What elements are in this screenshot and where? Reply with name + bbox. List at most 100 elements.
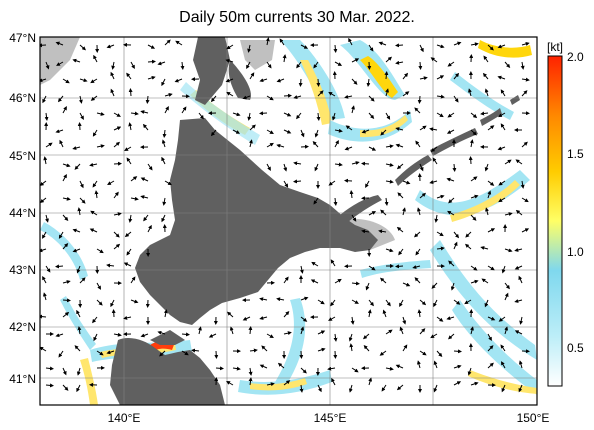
current-vector xyxy=(45,61,50,70)
current-vector xyxy=(430,333,438,339)
current-vector xyxy=(448,197,455,204)
current-vector xyxy=(395,264,404,269)
current-vector xyxy=(453,241,458,250)
current-vector xyxy=(446,129,455,134)
current-vector xyxy=(351,367,359,373)
current-vector xyxy=(316,112,321,121)
current-vector xyxy=(380,129,387,136)
current-vector xyxy=(215,366,224,371)
current-vector xyxy=(312,141,319,148)
current-vector xyxy=(62,106,67,114)
current-vector xyxy=(504,248,513,253)
current-vector xyxy=(446,316,455,321)
current-vector xyxy=(367,309,372,318)
current-vector xyxy=(72,58,81,63)
current-vector xyxy=(300,367,307,374)
current-arrows xyxy=(40,37,530,393)
current-vector xyxy=(55,129,64,134)
current-vector xyxy=(521,197,529,203)
current-vector xyxy=(106,44,115,49)
current-vector xyxy=(266,95,274,101)
current-vector xyxy=(128,88,133,97)
current-vector xyxy=(368,377,373,386)
current-vector xyxy=(161,214,166,223)
current-vector xyxy=(283,276,289,284)
current-vector xyxy=(334,128,343,133)
current-vector xyxy=(226,44,234,50)
current-vector xyxy=(470,129,477,136)
current-vector xyxy=(518,275,523,284)
current-vector xyxy=(76,384,81,393)
current-vector xyxy=(191,348,200,353)
current-vector xyxy=(164,106,169,114)
current-vector xyxy=(334,139,339,148)
current-vector xyxy=(396,384,404,391)
current-vector xyxy=(433,299,438,308)
lon-label: 150°E xyxy=(517,411,550,425)
current-vector xyxy=(78,95,83,104)
current-vector xyxy=(396,163,404,170)
current-vector xyxy=(385,366,394,371)
current-vector xyxy=(113,112,121,117)
current-vector xyxy=(44,112,49,121)
current-vector xyxy=(163,309,168,318)
current-vector xyxy=(159,350,166,357)
current-vector xyxy=(483,55,489,63)
latitude-labels: 47°N 46°N 45°N 44°N 43°N 42°N 41°N xyxy=(9,31,36,386)
current-vector xyxy=(96,350,104,356)
current-vector xyxy=(419,163,424,172)
current-vector xyxy=(293,161,302,166)
current-vector xyxy=(419,299,427,306)
current-vector xyxy=(93,333,98,342)
current-vector xyxy=(313,197,319,205)
current-vector xyxy=(368,95,375,102)
current-vector xyxy=(181,332,190,337)
current-vector xyxy=(334,162,343,167)
current-vector xyxy=(484,163,489,172)
current-vector xyxy=(45,265,51,273)
current-vector xyxy=(300,296,309,301)
current-vector xyxy=(55,264,64,269)
current-vector xyxy=(384,197,389,206)
lat-label: 47°N xyxy=(9,31,36,45)
current-vector xyxy=(311,261,319,267)
current-vector xyxy=(113,191,119,199)
current-vector xyxy=(130,299,139,304)
current-vector xyxy=(521,228,530,233)
current-vector xyxy=(242,316,251,321)
current-vector xyxy=(316,78,321,87)
current-vector xyxy=(504,292,509,301)
current-vector xyxy=(157,61,166,66)
current-vector xyxy=(398,248,404,256)
current-vector xyxy=(331,112,336,121)
current-vector xyxy=(140,177,149,182)
current-vector xyxy=(351,161,360,165)
current-vector xyxy=(94,190,99,199)
current-vector xyxy=(368,265,376,271)
current-vector xyxy=(465,231,472,238)
current-vector xyxy=(130,61,135,70)
lon-label: 145°E xyxy=(314,411,347,425)
current-vector xyxy=(113,126,122,131)
map-title: Daily 50m currents 30 Mar. 2022. xyxy=(179,9,415,26)
current-vector xyxy=(469,139,474,148)
current-vector xyxy=(96,299,103,306)
current-vector xyxy=(487,125,495,131)
current-vector xyxy=(414,107,421,114)
current-vector xyxy=(487,362,494,369)
current-vector xyxy=(180,61,185,70)
current-vector xyxy=(142,123,149,131)
current-vector xyxy=(123,262,132,267)
current-vector xyxy=(276,297,285,302)
current-vector xyxy=(283,112,292,117)
current-vector xyxy=(436,44,445,49)
current-vector xyxy=(447,61,455,67)
current-vector xyxy=(334,278,342,284)
current-vector xyxy=(446,177,455,182)
current-vector xyxy=(447,112,455,118)
current-vector xyxy=(402,316,407,325)
current-vector xyxy=(385,162,394,167)
current-vector xyxy=(417,207,421,216)
current-vector xyxy=(210,95,217,103)
current-vector xyxy=(515,209,523,216)
